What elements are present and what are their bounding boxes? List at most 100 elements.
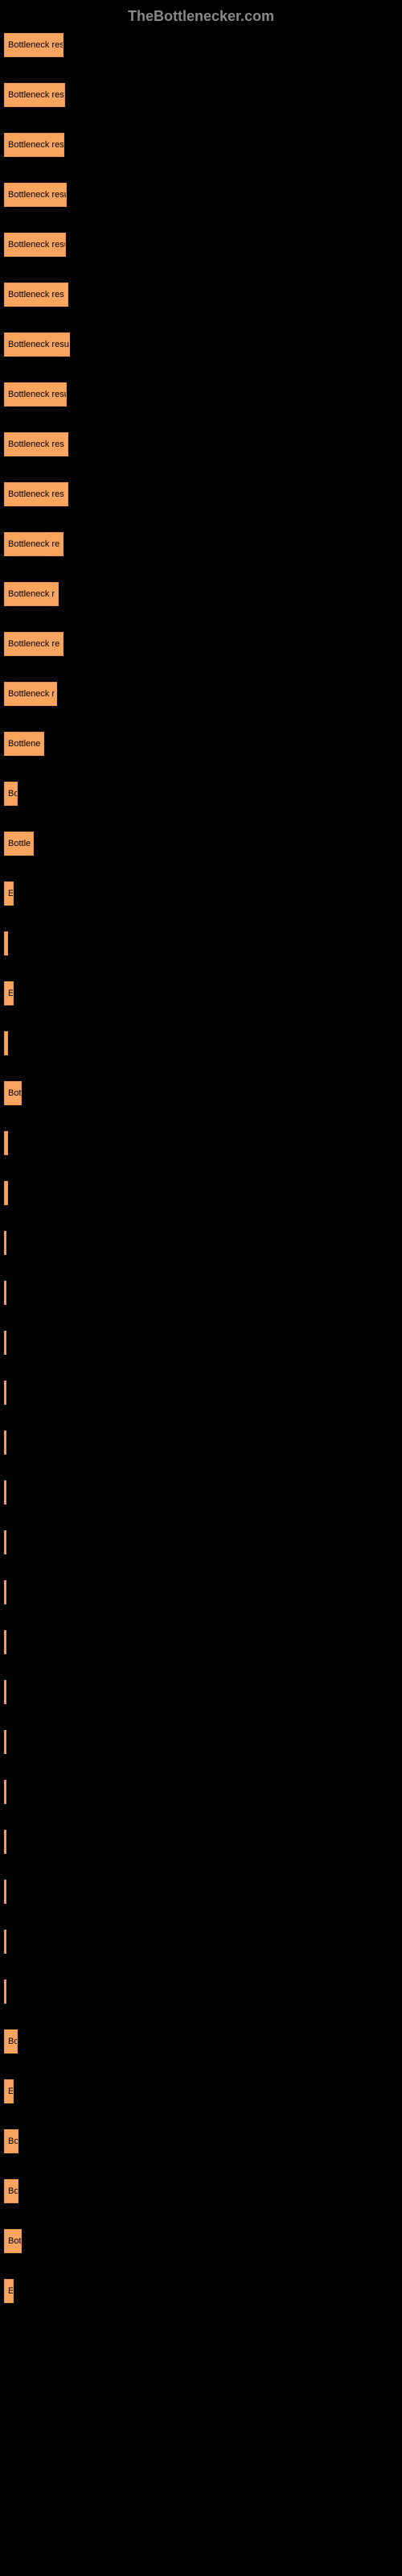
bar-row (4, 1830, 398, 1854)
bar-label: Bottle (5, 839, 31, 848)
bar-row: Bottleneck resu (4, 33, 398, 57)
bar-label: E (5, 2087, 14, 2096)
bar-row (4, 1480, 398, 1505)
bar-row: Bottleneck re (4, 632, 398, 656)
bar-row (4, 1930, 398, 1954)
chart-bar: Bottleneck res (4, 432, 68, 456)
bar-label: E (5, 2286, 14, 2296)
bar-row (4, 1680, 398, 1704)
chart-bar: Bottleneck res (4, 482, 68, 506)
chart-bar (4, 1780, 6, 1804)
chart-bar (4, 1680, 6, 1704)
bar-row (4, 1281, 398, 1305)
bar-row (4, 1231, 398, 1255)
bar-row: Bottleneck resu (4, 382, 398, 407)
chart-bar: Bottleneck resu (4, 83, 65, 107)
bar-row: E (4, 981, 398, 1005)
bar-label: Bottlene (5, 739, 40, 749)
chart-bar: Bottle (4, 832, 34, 856)
page-header: TheBottlenecker.com (0, 0, 402, 33)
site-title: TheBottlenecker.com (128, 8, 274, 24)
bar-row: Bo (4, 2029, 398, 2054)
bar-row (4, 1580, 398, 1604)
chart-bar (4, 1480, 6, 1505)
chart-bar: Bottleneck re (4, 632, 64, 656)
bar-row: Bottleneck resu (4, 133, 398, 157)
bar-row: Bottleneck res (4, 482, 398, 506)
bar-label: Bottleneck resu (5, 40, 64, 50)
chart-bar (4, 1331, 6, 1355)
bar-label: Bottleneck resu (5, 340, 69, 349)
bar-row (4, 1331, 398, 1355)
chart-bar: Bo (4, 2029, 18, 2054)
bar-label: Bottleneck re (5, 639, 59, 649)
chart-bar (4, 1979, 6, 2004)
bar-row (4, 1979, 398, 2004)
chart-bar: Bottleneck r (4, 582, 59, 606)
bar-row (4, 1730, 398, 1754)
bar-label: E (5, 889, 14, 898)
bar-label: Bot (5, 2236, 22, 2246)
chart-bar: Bo (4, 782, 18, 806)
chart-bar: Bottlene (4, 732, 44, 756)
bar-row: Bot (4, 1081, 398, 1105)
bar-row: Bottleneck resu (4, 332, 398, 357)
bar-row: E (4, 2079, 398, 2103)
chart-bar (4, 1381, 6, 1405)
bar-row (4, 1780, 398, 1804)
chart-bar: Bottleneck resu (4, 382, 67, 407)
bar-row: Bottleneck resu (4, 83, 398, 107)
bar-label: Bottleneck resu (5, 240, 66, 250)
chart-bar (4, 1580, 6, 1604)
chart-bar: Bot (4, 2229, 22, 2253)
bar-label: Bottleneck r (5, 589, 55, 599)
chart-bar: Bottleneck resu (4, 332, 70, 357)
bar-row: Bottleneck re (4, 532, 398, 556)
chart-bar (4, 1181, 8, 1205)
bar-row: E (4, 881, 398, 906)
chart-bar: Bottleneck resu (4, 233, 66, 257)
bar-label: Bo (5, 2037, 18, 2046)
bar-label: Bot (5, 1088, 22, 1098)
bar-row (4, 1381, 398, 1405)
chart-bar: E (4, 881, 14, 906)
chart-bar (4, 1031, 8, 1055)
bar-row (4, 1430, 398, 1455)
chart-bar (4, 1430, 6, 1455)
bar-row: Bottleneck res (4, 432, 398, 456)
bar-row: Bottleneck resu (4, 183, 398, 207)
bar-row (4, 1630, 398, 1654)
bar-label: Bottleneck res (5, 440, 64, 449)
bar-label: Bottleneck res (5, 290, 64, 299)
bar-row: Bot (4, 2229, 398, 2253)
chart-bar (4, 1880, 6, 1904)
bar-row: Bottleneck res (4, 283, 398, 307)
bar-row (4, 931, 398, 956)
bar-label: Bottleneck resu (5, 90, 65, 100)
bar-label: Bottleneck resu (5, 190, 67, 200)
bar-chart: Bottleneck resu Bottleneck resu Bottleneck… (0, 33, 402, 2303)
chart-bar: Bot (4, 1081, 22, 1105)
bar-row: Bo (4, 2179, 398, 2203)
chart-bar: E (4, 2079, 14, 2103)
chart-bar (4, 1630, 6, 1654)
chart-bar (4, 1830, 6, 1854)
chart-bar (4, 1730, 6, 1754)
chart-bar: Bo (4, 2129, 18, 2153)
chart-bar (4, 1231, 6, 1255)
bar-row (4, 1880, 398, 1904)
chart-bar: Bottleneck resu (4, 133, 64, 157)
bar-row: Bottle (4, 832, 398, 856)
chart-bar: Bottleneck resu (4, 183, 67, 207)
chart-bar: E (4, 2279, 14, 2303)
bar-label: Bottleneck resu (5, 140, 64, 150)
bar-row: Bottleneck r (4, 682, 398, 706)
chart-bar: Bottleneck resu (4, 33, 64, 57)
bar-label: Bottleneck resu (5, 390, 67, 399)
bar-label: Bottleneck re (5, 539, 59, 549)
bar-label: E (5, 989, 14, 998)
bar-row: Bo (4, 2129, 398, 2153)
bar-row (4, 1131, 398, 1155)
bar-label: Bo (5, 2136, 18, 2146)
chart-bar: E (4, 981, 14, 1005)
